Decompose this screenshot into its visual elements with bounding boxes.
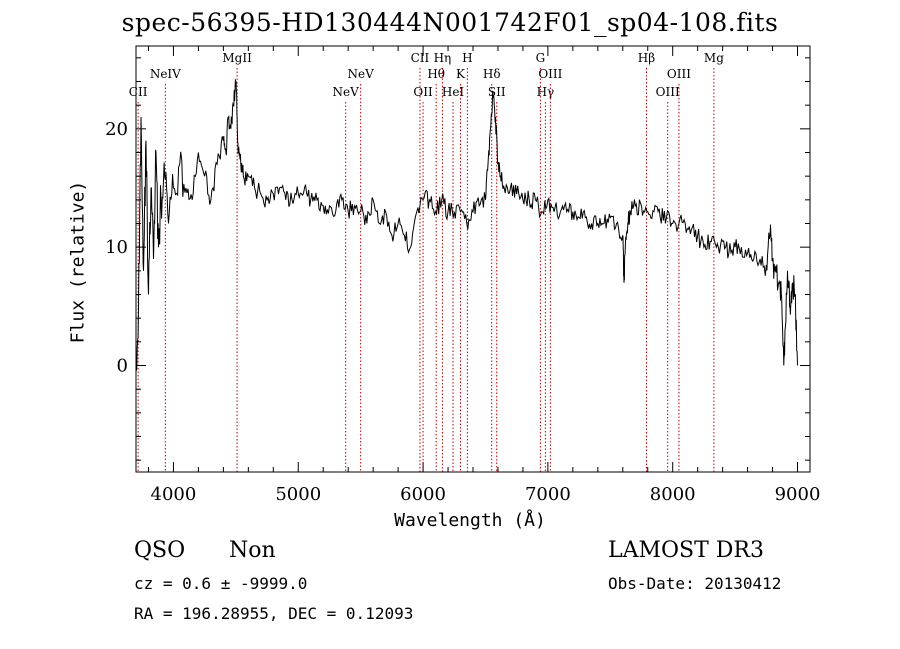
object-subclass: Non bbox=[229, 538, 276, 563]
line-label: CII bbox=[129, 85, 148, 99]
line-label: OIII bbox=[667, 67, 691, 81]
spectrum-line bbox=[135, 79, 798, 371]
redshift-cz: cz = 0.6 ± -9999.0 bbox=[134, 574, 308, 593]
x-tick-label: 6000 bbox=[400, 484, 446, 505]
line-label: MgII bbox=[222, 51, 252, 65]
emission-line-markers: CIINeIVMgIINeVNeVCIIOIIHθHηHeIKHHδSIIGHγ… bbox=[129, 51, 724, 472]
chart-title: spec-56395-HD130444N001742F01_sp04-108.f… bbox=[121, 8, 779, 37]
obs-date: Obs-Date: 20130412 bbox=[608, 574, 782, 593]
line-label: Hγ bbox=[537, 85, 555, 99]
y-tick-label: 0 bbox=[117, 356, 128, 377]
y-tick-label: 10 bbox=[105, 237, 128, 258]
object-class: QSO bbox=[134, 538, 186, 563]
line-label: OII bbox=[413, 85, 433, 99]
line-label: SII bbox=[488, 85, 506, 99]
y-axis-label: Flux (relative) bbox=[67, 180, 89, 344]
x-tick-label: 5000 bbox=[275, 484, 321, 505]
y-tick-label: 20 bbox=[105, 119, 128, 140]
ra-dec: RA = 196.28955, DEC = 0.12093 bbox=[134, 604, 414, 623]
line-label: NeIV bbox=[150, 67, 181, 81]
x-tick-label: 4000 bbox=[151, 484, 197, 505]
line-label: Hδ bbox=[483, 67, 501, 81]
line-label: OIII bbox=[538, 67, 562, 81]
line-label: NeV bbox=[348, 67, 375, 81]
line-label: Hθ bbox=[427, 67, 445, 81]
x-axis-label: Wavelength (Å) bbox=[394, 510, 546, 531]
x-tick-label: 9000 bbox=[775, 484, 821, 505]
line-label: Hη bbox=[434, 51, 452, 65]
line-label: Hβ bbox=[638, 51, 655, 65]
survey-label: LAMOST DR3 bbox=[608, 538, 764, 563]
line-label: G bbox=[536, 51, 546, 65]
spectrum-curve-layer bbox=[135, 79, 798, 371]
line-label: K bbox=[456, 67, 466, 81]
axis-ticks: 4000 5000 6000 7000 8000 9000 0 10 20 bbox=[105, 46, 820, 505]
line-label: CII bbox=[411, 51, 430, 65]
line-label: H bbox=[462, 51, 472, 65]
line-label: Mg bbox=[704, 51, 724, 65]
line-label: HeI bbox=[442, 85, 465, 99]
x-tick-label: 8000 bbox=[650, 484, 696, 505]
line-label: OIII bbox=[656, 85, 680, 99]
x-tick-label: 7000 bbox=[525, 484, 571, 505]
line-label: NeV bbox=[333, 85, 360, 99]
